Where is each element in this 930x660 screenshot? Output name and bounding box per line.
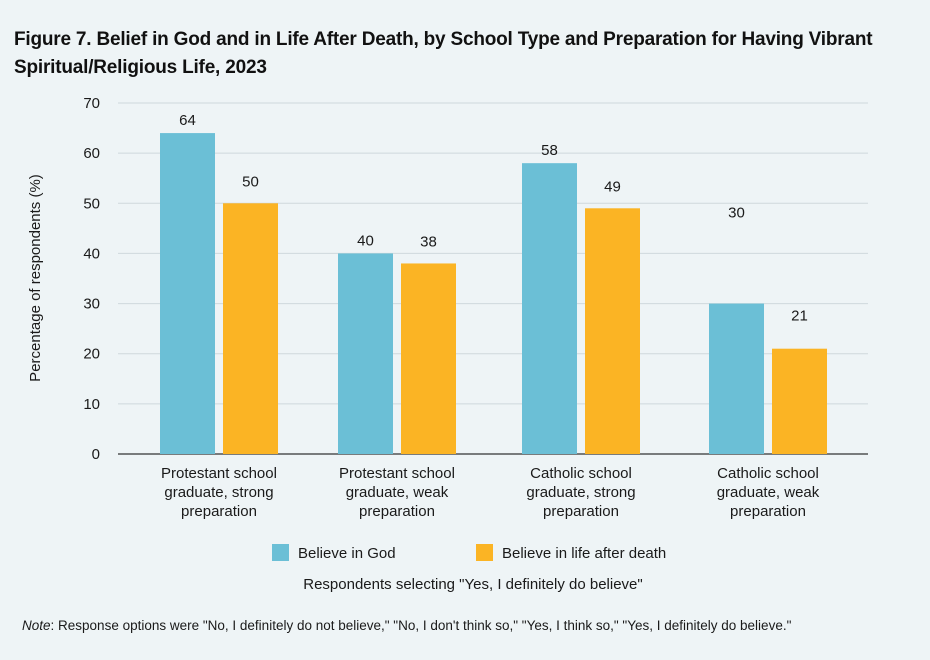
data-label: 64 xyxy=(179,112,196,129)
x-axis-title: Respondents selecting "Yes, I definitely… xyxy=(303,576,642,593)
y-tick-label: 70 xyxy=(83,95,100,112)
bar-afterlife xyxy=(401,263,456,454)
y-tick-label: 30 xyxy=(83,296,100,313)
footnote-label: Note xyxy=(22,618,51,633)
y-tick-label: 20 xyxy=(83,346,100,363)
data-label: 21 xyxy=(791,308,808,325)
bar-afterlife xyxy=(585,208,640,454)
y-tick-label: 50 xyxy=(83,195,100,212)
legend-item-god: Believe in God xyxy=(272,544,396,562)
x-tick-label: preparation xyxy=(181,503,257,520)
data-label: 38 xyxy=(420,233,437,250)
chart-title: Figure 7. Belief in God and in Life Afte… xyxy=(14,26,914,82)
x-tick-label: Protestant school xyxy=(161,465,277,482)
y-axis-ticks: 0 10 20 30 40 50 60 70 xyxy=(83,95,100,463)
legend: Believe in God Believe in life after deat… xyxy=(272,544,666,562)
data-label: 58 xyxy=(541,142,558,159)
x-tick-label: Protestant school xyxy=(339,465,455,482)
bar-god xyxy=(709,303,764,454)
legend-swatch xyxy=(476,544,493,561)
bar-god xyxy=(522,163,577,454)
data-label: 49 xyxy=(604,178,621,195)
bar-afterlife xyxy=(223,203,278,454)
x-tick-label: preparation xyxy=(543,503,619,520)
footnote-text: : Response options were "No, I definitel… xyxy=(50,618,792,633)
bar-chart: 0 10 20 30 40 50 60 70 64 50 40 38 58 49 30 21 Protest… xyxy=(27,95,868,593)
y-tick-label: 60 xyxy=(83,145,100,162)
data-label: 50 xyxy=(242,173,259,190)
x-tick-label: graduate, weak xyxy=(346,484,449,501)
chart-title-line-2: Spiritual/Religious Life, 2023 xyxy=(14,57,267,78)
bars xyxy=(160,133,827,455)
chart-title-line-1: Figure 7. Belief in God and in Life Afte… xyxy=(14,29,873,50)
legend-item-afterlife: Believe in life after death xyxy=(476,544,666,562)
y-tick-label: 40 xyxy=(83,245,100,262)
bar-god xyxy=(160,133,215,455)
legend-swatch xyxy=(272,544,289,561)
footnote: Note: Response options were "No, I defin… xyxy=(22,618,922,633)
x-tick-label: graduate, strong xyxy=(164,484,273,501)
x-axis-category-labels: Protestant school graduate, strong prepara… xyxy=(161,465,820,520)
x-tick-label: Catholic school xyxy=(717,465,819,482)
data-label: 30 xyxy=(728,205,745,222)
x-tick-label: preparation xyxy=(730,503,806,520)
bar-afterlife xyxy=(772,348,827,454)
x-tick-label: graduate, strong xyxy=(526,484,635,501)
legend-label: Believe in life after death xyxy=(502,545,666,562)
data-labels: 64 50 40 38 58 49 30 21 xyxy=(179,112,808,325)
y-tick-label: 10 xyxy=(83,396,100,413)
legend-label: Believe in God xyxy=(298,545,396,562)
y-axis-title: Percentage of respondents (%) xyxy=(27,174,44,382)
x-tick-label: preparation xyxy=(359,503,435,520)
data-label: 40 xyxy=(357,232,374,249)
y-tick-label: 0 xyxy=(92,446,100,463)
bar-god xyxy=(338,253,393,454)
x-tick-label: graduate, weak xyxy=(717,484,820,501)
x-tick-label: Catholic school xyxy=(530,465,632,482)
